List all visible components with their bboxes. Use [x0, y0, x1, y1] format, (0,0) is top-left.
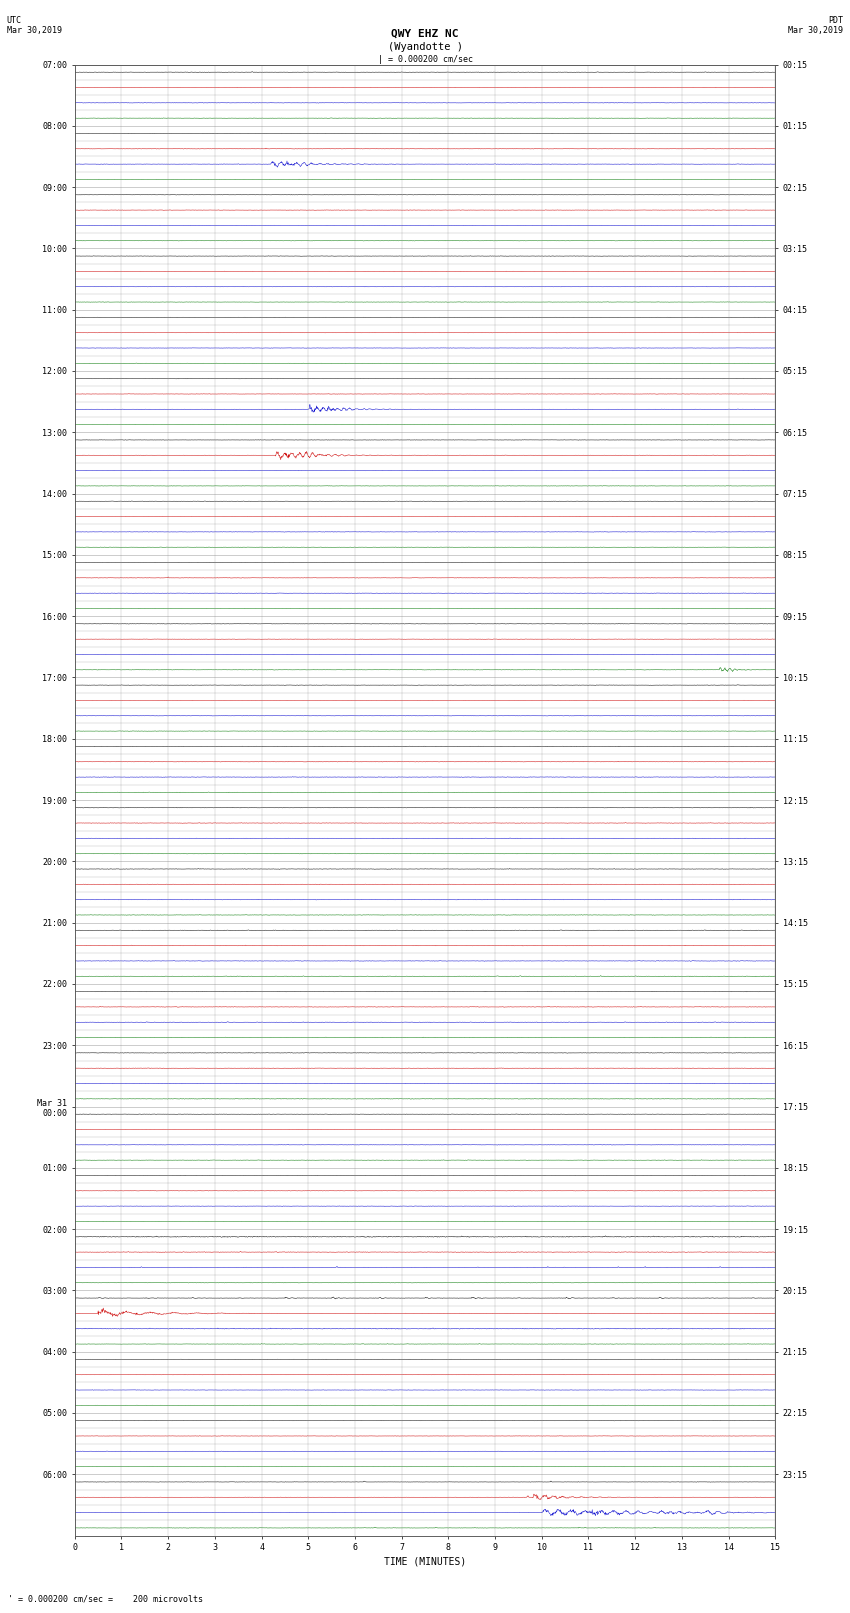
- Text: | = 0.000200 cm/sec: | = 0.000200 cm/sec: [377, 55, 473, 65]
- Text: Mar 30,2019: Mar 30,2019: [788, 26, 843, 35]
- Text: PDT: PDT: [828, 16, 843, 26]
- Text: Mar 30,2019: Mar 30,2019: [7, 26, 62, 35]
- Text: ' = 0.000200 cm/sec =    200 microvolts: ' = 0.000200 cm/sec = 200 microvolts: [8, 1594, 203, 1603]
- X-axis label: TIME (MINUTES): TIME (MINUTES): [384, 1557, 466, 1566]
- Text: UTC: UTC: [7, 16, 22, 26]
- Text: QWY EHZ NC: QWY EHZ NC: [391, 29, 459, 39]
- Text: (Wyandotte ): (Wyandotte ): [388, 42, 462, 52]
